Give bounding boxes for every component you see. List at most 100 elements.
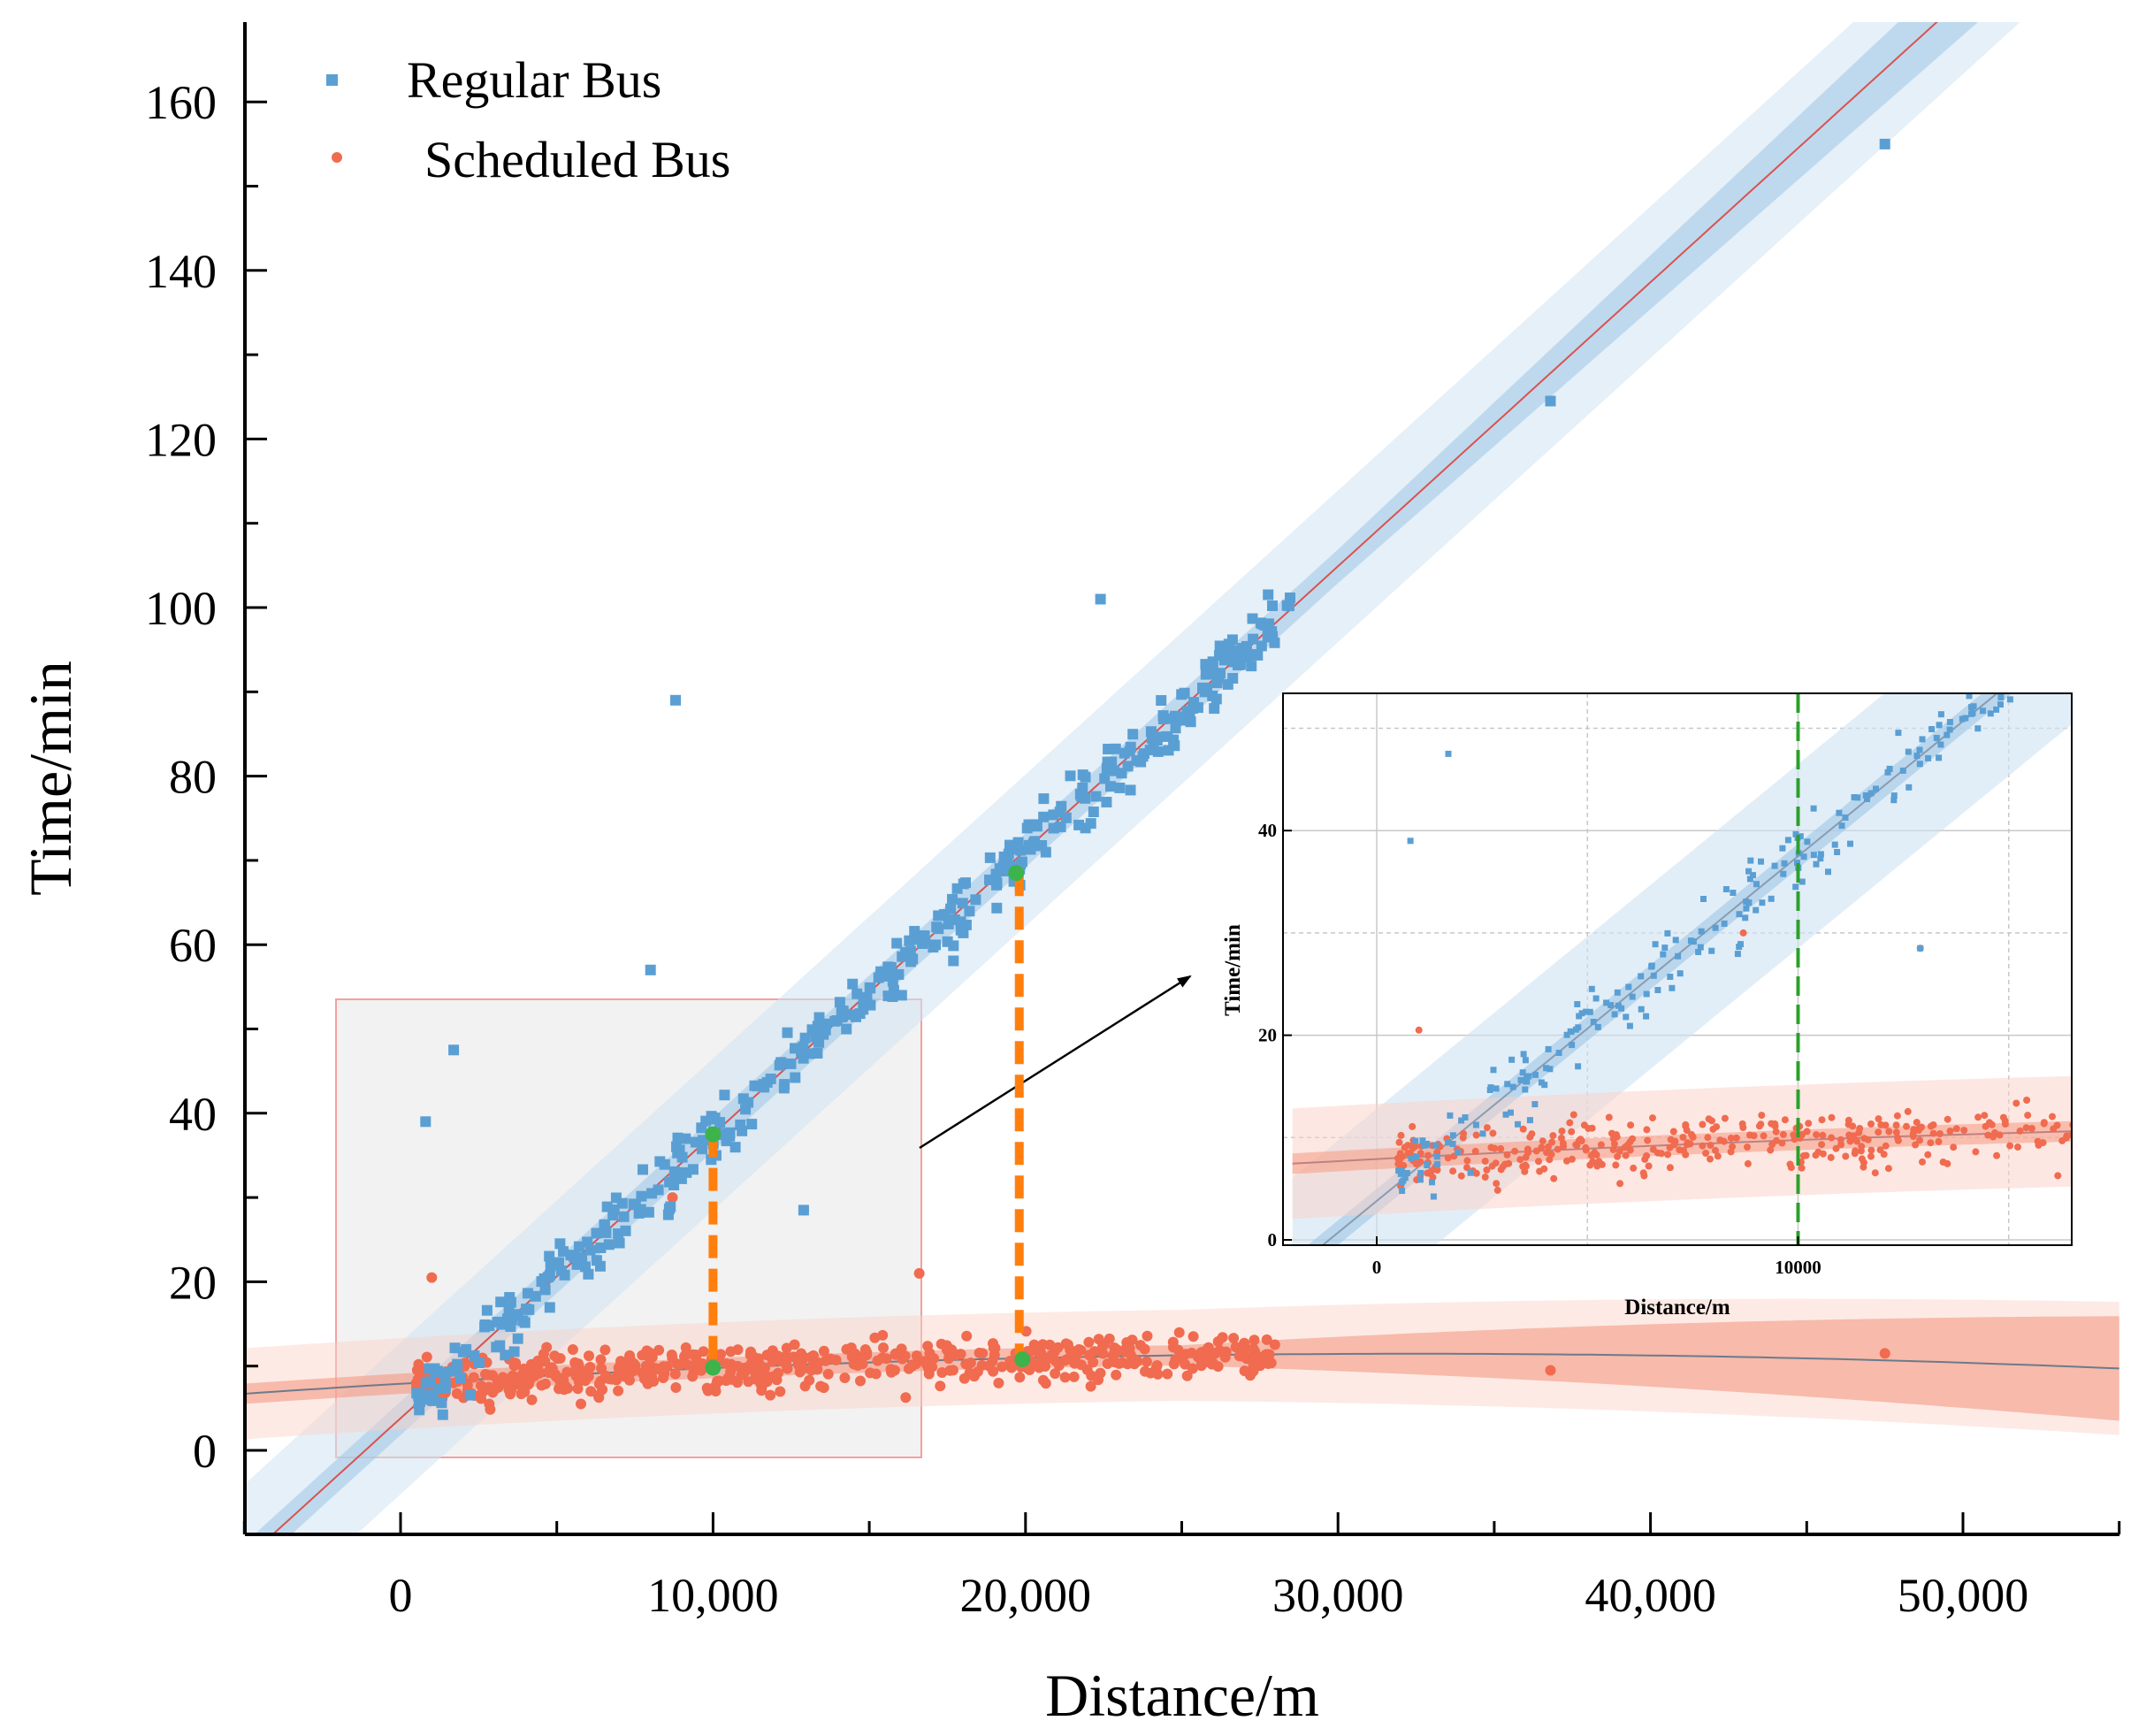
regular-bus-point (798, 1041, 809, 1052)
inset-scheduled-bus-point (1819, 1150, 1827, 1158)
inset-scheduled-bus-point (2028, 1125, 2035, 1132)
scheduled-bus-point (1162, 1368, 1173, 1380)
inset-regular-bus-point (1430, 1193, 1437, 1200)
regular-bus-point (582, 1236, 593, 1248)
inset-regular-bus-point (1574, 1001, 1581, 1007)
inset-regular-bus-point (1575, 1063, 1582, 1070)
regular-bus-point (991, 879, 1002, 891)
inset-regular-bus-point (1408, 1155, 1415, 1162)
inset-scheduled-bus-point (1849, 1122, 1857, 1130)
inset-scheduled-bus-point (1929, 1129, 1937, 1137)
scheduled-bus-point (1104, 1333, 1115, 1344)
inset-regular-bus-point (1660, 951, 1667, 958)
regular-bus-point (536, 1276, 547, 1288)
scheduled-bus-point (1061, 1354, 1073, 1365)
regular-bus-point (774, 1059, 785, 1071)
scheduled-bus-point (538, 1349, 549, 1359)
regular-bus-point (900, 947, 912, 958)
inset-regular-bus-point (2028, 657, 2035, 663)
regular-bus-point (1152, 746, 1164, 757)
regular-bus-point (481, 1304, 493, 1316)
inset-scheduled-bus-point (1586, 1161, 1594, 1169)
x-tick-label: 30,000 (1272, 1569, 1404, 1622)
inset-regular-bus-point (1509, 1083, 1516, 1090)
regular-bus-point (851, 1011, 861, 1022)
inset-regular-bus-point (1667, 974, 1674, 980)
inset-regular-bus-point (1800, 853, 1807, 860)
regular-bus-point (503, 1307, 515, 1318)
inset-scheduled-bus-point (1614, 1152, 1622, 1160)
regular-bus-point (882, 990, 894, 1002)
inset-scheduled-bus-point (1812, 1151, 1820, 1159)
inset-regular-bus-point (1524, 1074, 1531, 1082)
inset-regular-bus-point (1750, 872, 1756, 879)
inset-regular-bus-point (1531, 1101, 1539, 1108)
inset-regular-bus-point (1445, 1139, 1452, 1146)
inset-scheduled-bus-point (1429, 1174, 1437, 1182)
inset-regular-bus-point (1933, 735, 1940, 741)
inset-regular-bus-point (1615, 1002, 1622, 1009)
scheduled-bus-point (773, 1367, 783, 1379)
inset-scheduled-bus-point (1666, 1164, 1674, 1172)
inset-regular-bus-point (1836, 809, 1843, 816)
inset-regular-bus-point (1398, 1167, 1405, 1174)
scheduled-bus-point (997, 1361, 1008, 1373)
regular-bus-point (957, 898, 968, 909)
inset-regular-bus-point (1745, 868, 1753, 875)
scheduled-bus-point (603, 1373, 615, 1385)
scheduled-bus-point (772, 1350, 783, 1362)
inset-scheduled-bus-point (1813, 1131, 1821, 1139)
inset-scheduled-bus-point (1630, 1164, 1638, 1172)
scheduled-bus-point (1545, 1365, 1556, 1376)
scheduled-bus-point (1261, 1334, 1272, 1345)
inset-regular-bus-point (1504, 1081, 1511, 1088)
inset-regular-bus-point (1526, 1117, 1533, 1124)
inset-scheduled-bus-point (2054, 1172, 2062, 1180)
regular-bus-point (938, 909, 950, 920)
inset-scheduled-bus-point (2092, 1125, 2099, 1132)
regular-bus-point (1152, 731, 1163, 743)
inset-scheduled-bus-point (1557, 1134, 1565, 1142)
inset-regular-bus-point (2119, 624, 2126, 631)
inset-scheduled-bus-point (1472, 1169, 1480, 1177)
inset-scheduled-bus-point (1626, 1146, 1634, 1154)
inset-regular-bus-point (1745, 326, 1751, 333)
scheduled-bus-point (526, 1394, 538, 1405)
scheduled-bus-point (549, 1350, 561, 1362)
inset-regular-bus-point (1638, 973, 1645, 980)
inset-scheduled-bus-point (1720, 1137, 1728, 1145)
regular-bus-point (439, 1376, 451, 1388)
inset-scheduled-bus-point (1850, 1134, 1858, 1142)
inset-scheduled-bus-point (1819, 1131, 1827, 1139)
inset-regular-bus-point (1424, 1140, 1431, 1147)
highlight-point (1008, 865, 1025, 882)
regular-bus-point (785, 1058, 797, 1069)
inset-regular-bus-point (1969, 709, 1976, 716)
scheduled-bus-point (775, 1386, 786, 1397)
regular-bus-point (1171, 711, 1182, 723)
inset-regular-bus-point (1780, 870, 1787, 877)
inset-regular-bus-point (1966, 693, 1973, 700)
scheduled-bus-point (911, 1350, 922, 1361)
inset-regular-bus-point (2006, 696, 2013, 703)
regular-bus-point (709, 1113, 721, 1124)
regular-bus-point (603, 1239, 615, 1250)
inset-regular-bus-point (1541, 1082, 1548, 1089)
inset-regular-bus-point (1851, 794, 1858, 800)
inset-regular-bus-point (1937, 741, 1944, 748)
inset-regular-bus-point (1913, 753, 1921, 760)
inset-scheduled-bus-point (1842, 1152, 1850, 1160)
regular-bus-point (931, 922, 943, 933)
inset-regular-bus-point (1784, 837, 1791, 844)
inset-scheduled-bus-point (1936, 1130, 1944, 1137)
inset-scheduled-bus-point (1499, 1163, 1507, 1170)
regular-bus-point (662, 1209, 674, 1220)
inset-scheduled-bus-point (2086, 1143, 2093, 1151)
scheduled-bus-point (543, 1366, 554, 1378)
inset-regular-bus-point (1623, 1013, 1630, 1021)
inset-regular-bus-point (1447, 1112, 1454, 1119)
regular-bus-point (759, 1082, 770, 1093)
scheduled-bus-point (1142, 1330, 1153, 1342)
scheduled-bus-point (1083, 1336, 1095, 1348)
inset-scheduled-bus-point (2012, 1099, 2020, 1107)
